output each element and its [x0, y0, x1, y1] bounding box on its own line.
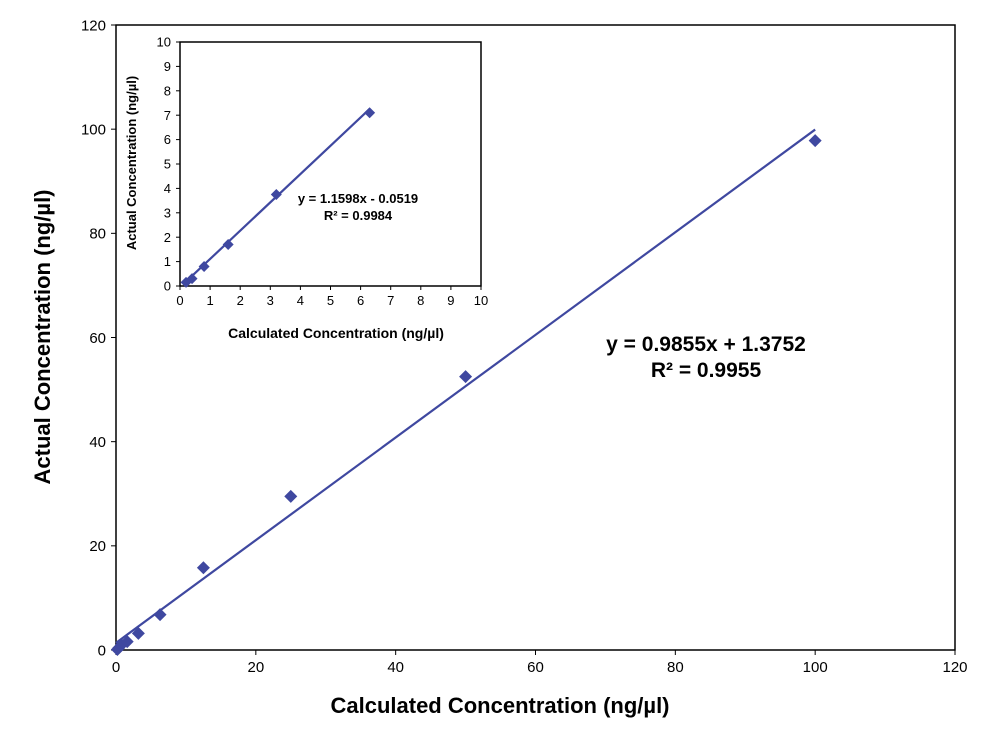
inset-plot-area: [179, 41, 482, 287]
main-data-point: [196, 561, 210, 575]
main-y-tick-label: 40: [89, 434, 106, 451]
inset-y-tick-label: 3: [164, 205, 171, 220]
main-y-tick-label: 100: [81, 121, 106, 138]
main-x-tick-label: 40: [387, 659, 404, 676]
inset-data-point: [198, 260, 210, 272]
main-y-axis-title: Actual Concentration (ng/µl): [30, 189, 55, 484]
inset-y-tick-label: 4: [164, 181, 171, 196]
main-y-tick-label: 80: [89, 226, 106, 243]
inset-x-tick-label: 0: [176, 293, 183, 308]
inset-x-tick-label: 8: [417, 293, 424, 308]
inset-data-point: [270, 189, 282, 200]
inset-x-tick-label: 9: [447, 293, 454, 308]
main-data-point: [115, 638, 129, 652]
inset-y-tick-label: 2: [164, 230, 171, 245]
inset-x-tick-label: 6: [357, 293, 364, 308]
main-x-tick-label: 0: [112, 659, 120, 676]
main-y-tick-label: 60: [89, 330, 106, 347]
main-data-point: [131, 626, 145, 640]
main-data-point: [153, 608, 167, 622]
main-data-point: [459, 370, 473, 384]
main-x-tick-label: 60: [527, 659, 544, 676]
inset-y-tick-label: 7: [164, 108, 171, 123]
main-trendline: [115, 128, 816, 644]
inset-trendline-equation: y = 1.1598x - 0.0519: [298, 191, 418, 206]
inset-data-point: [222, 239, 234, 251]
inset-y-tick-label: 5: [164, 157, 171, 172]
inset-x-tick-label: 10: [474, 293, 488, 308]
main-data-point: [808, 134, 822, 148]
inset-y-tick-label: 10: [157, 35, 171, 50]
inset-x-axis-title: Calculated Concentration (ng/µl): [228, 325, 444, 341]
inset-data-point: [364, 107, 376, 119]
main-x-tick-label: 100: [803, 659, 828, 676]
inset-x-tick-label: 1: [206, 293, 213, 308]
inset-x-tick-label: 7: [387, 293, 394, 308]
main-r-squared: R² = 0.9955: [651, 359, 762, 382]
inset-y-tick-label: 8: [164, 83, 171, 98]
main-data-point: [284, 489, 298, 503]
inset-chart: 0 1 2 3 4 5 6 7 8 9 10 0 1 2 3 4 5 6 7 8 9 10 Calculated Conce…: [124, 35, 488, 341]
inset-y-tick-label: 9: [164, 59, 171, 74]
main-x-tick-label: 80: [667, 659, 684, 676]
inset-r-squared: R² = 0.9984: [324, 208, 393, 223]
inset-x-tick-label: 2: [237, 293, 244, 308]
main-y-tick-label: 120: [81, 17, 106, 34]
main-x-axis-title: Calculated Concentration (ng/µl): [330, 693, 669, 718]
main-trendline-equation: y = 0.9855x + 1.3752: [606, 333, 806, 356]
main-x-tick-label: 120: [942, 659, 967, 676]
inset-x-tick-label: 4: [297, 293, 304, 308]
main-x-tick-label: 20: [247, 659, 264, 676]
inset-y-axis-title: Actual Concentration (ng/µl): [124, 76, 139, 250]
inset-data-point: [186, 273, 198, 285]
main-data-point: [120, 635, 134, 649]
inset-y-tick-label: 0: [164, 279, 171, 294]
main-y-tick-label: 20: [89, 538, 106, 555]
inset-x-tick-label: 5: [327, 293, 334, 308]
main-y-tick-label: 0: [98, 642, 106, 659]
inset-y-tick-label: 1: [164, 254, 171, 269]
inset-y-tick-label: 6: [164, 132, 171, 147]
inset-x-tick-label: 3: [267, 293, 274, 308]
